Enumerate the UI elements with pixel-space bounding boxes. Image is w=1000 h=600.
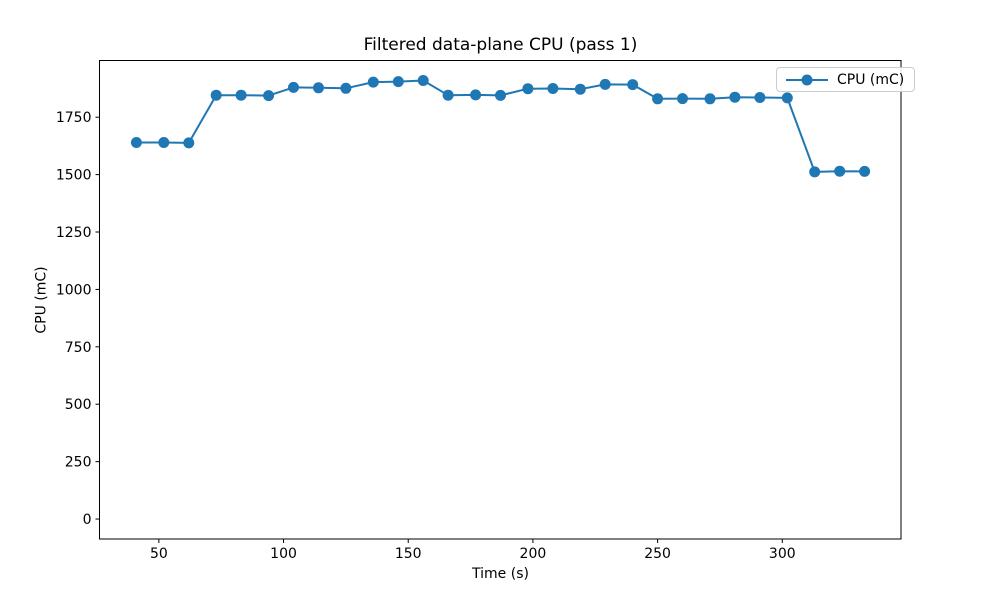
data-point-marker	[313, 82, 324, 94]
y-tick-label: 500	[65, 397, 92, 413]
data-point-marker	[754, 92, 766, 103]
data-point-marker	[367, 76, 379, 88]
data-point-marker	[809, 166, 821, 178]
x-tick-label: 300	[769, 546, 796, 562]
data-point-marker	[235, 89, 247, 101]
legend-box: CPU (mC)	[776, 67, 916, 92]
chart-title: Filtered data-plane CPU (pass 1)	[363, 35, 638, 55]
plot-frame	[99, 60, 902, 540]
y-tick-label: 750	[65, 340, 92, 356]
x-tick-label: 250	[644, 546, 671, 562]
data-point-marker	[210, 89, 222, 101]
data-point-marker	[470, 89, 482, 101]
data-point-marker	[288, 81, 299, 93]
data-point-marker	[834, 165, 846, 177]
data-point-marker	[627, 79, 639, 91]
data-point-marker	[522, 83, 534, 95]
x-tick-label: 100	[270, 546, 297, 562]
x-tick-label: 50	[150, 546, 168, 562]
data-point-marker	[599, 78, 611, 90]
data-point-marker	[547, 83, 559, 94]
legend-line-marker-icon	[786, 74, 828, 85]
data-point-marker	[417, 75, 429, 86]
data-point-marker	[183, 137, 195, 149]
data-point-marker	[130, 137, 142, 148]
data-point-marker	[495, 89, 506, 101]
data-point-marker	[677, 93, 688, 105]
data-point-marker	[652, 93, 664, 105]
data-point-marker	[392, 76, 404, 88]
data-point-marker	[158, 137, 170, 148]
data-point-marker	[340, 82, 352, 94]
x-tick-label: 200	[520, 546, 547, 562]
y-tick-label: 1000	[56, 282, 92, 298]
data-point-marker	[442, 89, 454, 101]
data-point-marker	[859, 165, 871, 177]
y-tick-label: 1250	[56, 225, 92, 241]
y-tick-label: 250	[65, 455, 92, 471]
y-axis-label: CPU (mC)	[33, 266, 50, 334]
x-axis-label: Time (s)	[472, 566, 529, 582]
y-tick-label: 1750	[56, 110, 92, 126]
legend-series-label: CPU (mC)	[837, 71, 905, 88]
data-point-marker	[574, 83, 586, 95]
y-tick-label: 1500	[56, 168, 92, 184]
data-point-marker	[263, 90, 275, 102]
legend-sample-marker	[801, 74, 813, 85]
x-tick-label: 150	[395, 546, 422, 562]
data-point-marker	[729, 91, 741, 103]
data-point-marker	[781, 92, 793, 104]
data-point-marker	[704, 93, 716, 105]
y-tick-label: 0	[83, 512, 92, 528]
